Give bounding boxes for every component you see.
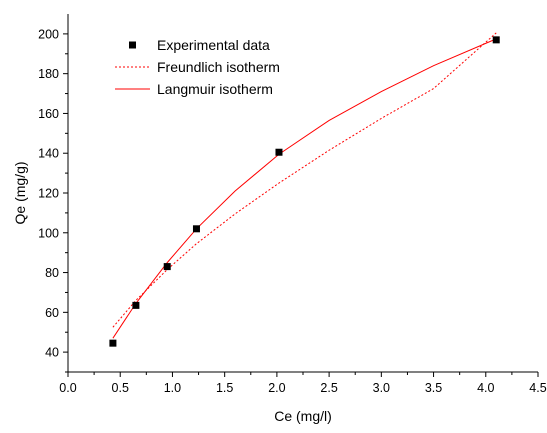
y-axis-label: Qe (mg/g) xyxy=(12,161,28,224)
plot-series xyxy=(109,32,500,347)
y-tick-label: 120 xyxy=(38,187,59,201)
x-tick-label: 4.0 xyxy=(477,381,494,395)
axes: 0.0 0.5 1.0 1.5 2.0 2.5 3.0 3.5 4.0 4.5 40 60 80 100 1… xyxy=(38,14,547,395)
freundlich-fit-line xyxy=(112,32,497,328)
x-tick-label: 2.5 xyxy=(320,381,337,395)
x-tick-label: 4.5 xyxy=(529,381,546,395)
y-tick-label: 60 xyxy=(45,306,59,320)
y-tick-label: 40 xyxy=(45,346,59,360)
legend-label: Experimental data xyxy=(157,37,270,53)
y-tick-label: 180 xyxy=(38,67,59,81)
data-point-marker xyxy=(109,339,117,347)
x-tick-label: 2.0 xyxy=(268,381,285,395)
data-point-marker xyxy=(492,36,500,44)
data-point-marker xyxy=(192,225,200,233)
y-tick-label: 200 xyxy=(38,27,59,41)
y-tick-label: 80 xyxy=(45,266,59,280)
x-tick-label: 1.5 xyxy=(216,381,233,395)
data-point-marker xyxy=(132,301,140,309)
y-tick-label: 140 xyxy=(38,147,59,161)
data-point-marker xyxy=(275,148,283,156)
x-tick-label: 1.0 xyxy=(164,381,181,395)
legend-label: Freundlich isotherm xyxy=(157,59,280,75)
x-tick-label: 3.5 xyxy=(425,381,442,395)
legend: Experimental data Freundlich isotherm Lang… xyxy=(115,37,280,97)
data-point-marker xyxy=(163,263,171,271)
x-tick-label: 0.0 xyxy=(59,381,76,395)
y-tick-label: 160 xyxy=(38,107,59,121)
x-axis-label: Ce (mg/l) xyxy=(274,408,332,424)
y-tick-label: 100 xyxy=(38,226,59,240)
legend-marker-experimental xyxy=(129,41,136,49)
x-tick-label: 3.0 xyxy=(373,381,390,395)
langmuir-fit-line xyxy=(112,38,497,339)
x-tick-label: 0.5 xyxy=(112,381,129,395)
legend-label: Langmuir isotherm xyxy=(157,81,273,97)
